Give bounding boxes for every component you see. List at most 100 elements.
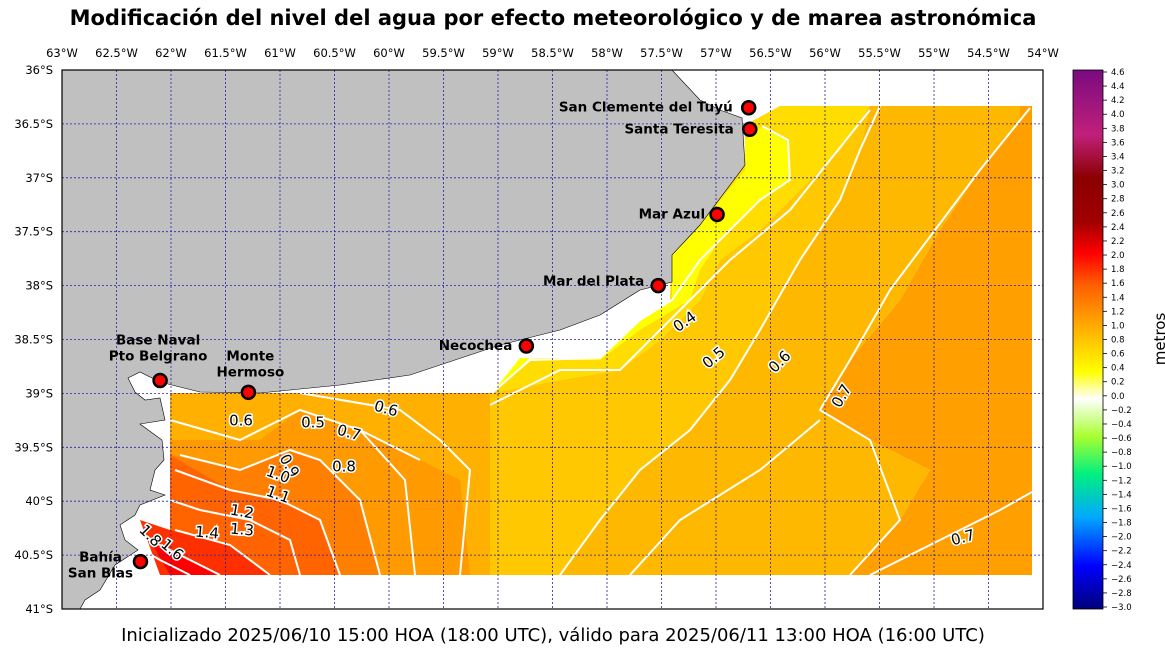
contour-label: 0.6 xyxy=(229,412,253,430)
lon-tick-label: 61.5°W xyxy=(204,46,247,60)
stations: San Clemente del Tuyú Santa Teresita Mar A… xyxy=(68,99,758,582)
lat-tick-label: 36.5°S xyxy=(14,117,53,131)
colorbar-tick-label: −1.6 xyxy=(1111,504,1132,514)
colorbar-tick-label: 1.4 xyxy=(1111,293,1125,303)
station-dot xyxy=(518,338,535,354)
colorbar-tick-label: 2.6 xyxy=(1111,209,1125,219)
lon-tick-label: 62°W xyxy=(155,46,187,60)
colorbar-tick-label: 3.8 xyxy=(1111,124,1125,134)
station-label: Necochea xyxy=(439,338,513,354)
lat-tick-label: 41°S xyxy=(25,602,53,616)
contour-label: 0.5 xyxy=(301,414,325,432)
lat-tick-label: 39.5°S xyxy=(14,440,53,454)
longitude-labels: 63°W 62.5°W 62°W 61.5°W 61°W 60.5°W 60°W 59.5°W… xyxy=(46,46,1059,60)
station-marker[interactable]: San Clemente del Tuyú xyxy=(559,99,757,116)
station-marker[interactable]: Necochea xyxy=(439,338,535,354)
colorbar-tick-label: −2.0 xyxy=(1111,533,1132,543)
station-label: Mar del Plata xyxy=(543,274,644,290)
station-marker[interactable]: Mar Azul xyxy=(639,206,725,222)
station-label: Mar Azul xyxy=(639,206,705,222)
colorbar-tick-label: 4.6 xyxy=(1111,68,1125,78)
colorbar-tick-label: −2.4 xyxy=(1111,561,1132,571)
lat-tick-label: 36°S xyxy=(25,63,53,77)
station-dot xyxy=(152,372,168,389)
colorbar-ticks: 4.6 4.4 4.2 4.0 3.8 3.6 3.4 3.2 3.0 2.8 2.6 2.4 2.2 2… xyxy=(1103,68,1132,613)
map-frame xyxy=(61,69,1044,610)
graticule xyxy=(62,70,1043,609)
colorbar-tick-label: 3.2 xyxy=(1111,167,1125,177)
colorbar-tick-label: −3.0 xyxy=(1111,603,1132,613)
station-label: Base Naval xyxy=(116,332,200,348)
colorbar-tick-label: −2.8 xyxy=(1111,589,1132,599)
lon-tick-label: 62.5°W xyxy=(95,46,138,60)
lon-tick-label: 59.5°W xyxy=(422,46,465,60)
lon-tick-label: 56.5°W xyxy=(749,46,792,60)
lat-tick-label: 40°S xyxy=(25,494,53,508)
colorbar-tick-label: −0.2 xyxy=(1111,406,1132,416)
colorbar-tick-label: −1.0 xyxy=(1111,462,1132,472)
station-marker[interactable]: Mar del Plata xyxy=(543,274,666,294)
station-dot xyxy=(742,121,758,138)
station-dot xyxy=(132,553,149,570)
level-band-0.3 xyxy=(492,126,790,393)
colorbar-tick-label: −0.8 xyxy=(1111,448,1132,458)
lon-tick-label: 54°W xyxy=(1027,46,1059,60)
colorbar-tick-label: 4.2 xyxy=(1111,96,1125,106)
lat-tick-label: 40.5°S xyxy=(14,548,53,562)
colorbar xyxy=(1072,69,1104,610)
colorbar-tick-label: −1.4 xyxy=(1111,490,1132,500)
lon-tick-label: 57°W xyxy=(700,46,732,60)
station-label: San Blas xyxy=(68,566,133,582)
lon-tick-label: 55°W xyxy=(918,46,950,60)
station-label: Pto Belgrano xyxy=(109,348,208,364)
footer-validity: Inicializado 2025/06/10 15:00 HOA (18:00… xyxy=(121,625,985,646)
colorbar-tick-label: 0.6 xyxy=(1111,350,1125,360)
station-marker[interactable]: Santa Teresita xyxy=(624,121,758,138)
lon-tick-label: 55.5°W xyxy=(858,46,901,60)
colorbar-tick-label: 2.8 xyxy=(1111,195,1125,205)
colorbar-tick-label: 0.2 xyxy=(1111,378,1125,388)
station-label: Bahía xyxy=(79,550,122,566)
colorbar-tick-label: 3.6 xyxy=(1111,138,1125,148)
level-band-0.7 xyxy=(780,106,1032,575)
lon-tick-label: 61°W xyxy=(264,46,296,60)
colorbar-tick-label: −1.8 xyxy=(1111,519,1132,529)
colorbar-label: metros xyxy=(1151,312,1165,366)
contour-label: 1.4 xyxy=(194,522,219,542)
lon-tick-label: 60.5°W xyxy=(313,46,356,60)
lat-tick-label: 38.5°S xyxy=(14,333,53,347)
colorbar-tick-label: 1.2 xyxy=(1111,307,1125,317)
station-label: Hermoso xyxy=(217,364,285,380)
lon-tick-label: 63°W xyxy=(46,46,78,60)
lat-tick-label: 39°S xyxy=(25,386,53,400)
colorbar-tick-label: 3.4 xyxy=(1111,152,1125,162)
colorbar-tick-label: 1.8 xyxy=(1111,265,1125,275)
lat-tick-label: 38°S xyxy=(25,279,53,293)
contour-label: 1.3 xyxy=(229,519,254,539)
colorbar-tick-label: 0.4 xyxy=(1111,364,1125,374)
station-label: San Clemente del Tuyú xyxy=(559,100,733,116)
lon-tick-label: 54.5°W xyxy=(967,46,1010,60)
colorbar-tick-label: 1.6 xyxy=(1111,279,1125,289)
lon-tick-label: 57.5°W xyxy=(640,46,683,60)
lon-tick-label: 56°W xyxy=(809,46,841,60)
lon-tick-label: 58°W xyxy=(591,46,623,60)
colorbar-tick-label: −0.6 xyxy=(1111,434,1132,444)
colorbar-tick-label: −2.6 xyxy=(1111,575,1132,585)
colorbar-tick-label: 4.0 xyxy=(1111,110,1125,120)
colorbar-tick-label: 2.4 xyxy=(1111,223,1125,233)
colorbar-tick-label: 2.0 xyxy=(1111,251,1125,261)
colorbar-tick-label: 2.2 xyxy=(1111,237,1125,247)
colorbar-tick-label: 3.0 xyxy=(1111,181,1125,191)
station-label: Santa Teresita xyxy=(624,121,733,137)
colorbar-tick-label: −2.2 xyxy=(1111,547,1132,557)
station-dot xyxy=(740,99,757,116)
colorbar-tick-label: 0.8 xyxy=(1111,336,1125,346)
lat-tick-label: 37°S xyxy=(25,171,53,185)
contour-lines xyxy=(139,105,1033,576)
lon-tick-label: 60°W xyxy=(373,46,405,60)
